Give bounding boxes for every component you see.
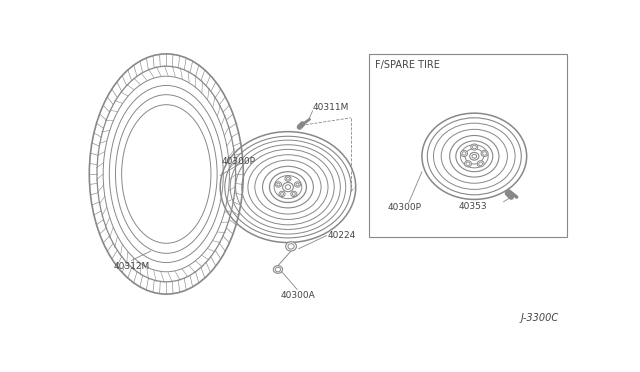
- Ellipse shape: [273, 266, 283, 273]
- Text: 40224: 40224: [328, 231, 356, 240]
- Ellipse shape: [283, 183, 293, 192]
- Text: J-3300C: J-3300C: [521, 313, 559, 323]
- Ellipse shape: [477, 161, 484, 167]
- Ellipse shape: [481, 150, 488, 157]
- Text: 40311M: 40311M: [312, 103, 349, 112]
- Ellipse shape: [285, 176, 291, 181]
- Ellipse shape: [279, 191, 285, 197]
- Text: 40300P: 40300P: [388, 203, 422, 212]
- Bar: [369, 54, 566, 237]
- Ellipse shape: [465, 161, 472, 167]
- Ellipse shape: [470, 153, 479, 160]
- Ellipse shape: [291, 191, 297, 197]
- Ellipse shape: [461, 150, 467, 157]
- Ellipse shape: [471, 144, 478, 150]
- Ellipse shape: [294, 182, 301, 187]
- Text: 40300A: 40300A: [280, 291, 315, 300]
- Text: 40300P: 40300P: [221, 157, 256, 166]
- Ellipse shape: [275, 182, 282, 187]
- Text: 40312M: 40312M: [114, 262, 150, 271]
- Text: F/SPARE TIRE: F/SPARE TIRE: [375, 60, 440, 70]
- Ellipse shape: [285, 242, 296, 251]
- Text: 40353: 40353: [459, 202, 488, 211]
